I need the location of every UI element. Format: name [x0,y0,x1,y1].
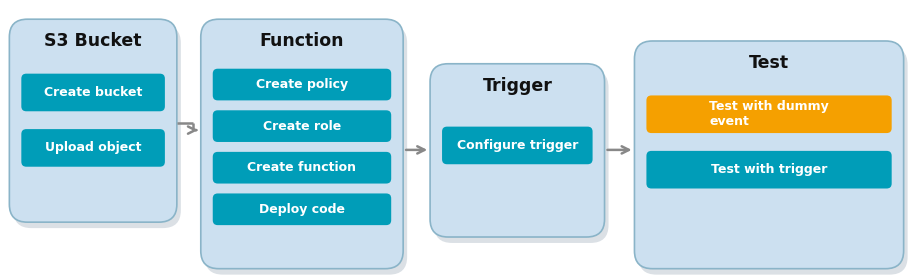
Text: Create bucket: Create bucket [44,86,143,99]
FancyBboxPatch shape [9,19,176,222]
Text: Trigger: Trigger [483,76,552,95]
FancyBboxPatch shape [634,41,904,269]
FancyBboxPatch shape [434,70,609,243]
FancyBboxPatch shape [205,25,407,275]
Text: Create role: Create role [263,120,341,133]
Text: Test with dummy
event: Test with dummy event [709,100,829,128]
Text: S3 Bucket: S3 Bucket [45,32,142,50]
FancyBboxPatch shape [213,110,391,142]
FancyBboxPatch shape [646,151,892,188]
Text: Deploy code: Deploy code [259,203,345,216]
Text: Upload object: Upload object [45,142,142,154]
FancyBboxPatch shape [21,74,165,111]
Text: Function: Function [260,32,345,50]
FancyBboxPatch shape [646,95,892,133]
Text: Configure trigger: Configure trigger [457,139,578,152]
FancyBboxPatch shape [442,126,592,164]
FancyBboxPatch shape [201,19,403,269]
Text: Create policy: Create policy [256,78,348,91]
FancyBboxPatch shape [213,152,391,183]
FancyBboxPatch shape [639,47,908,275]
Text: Test: Test [749,54,789,72]
Text: Create function: Create function [248,161,356,174]
FancyBboxPatch shape [213,69,391,100]
FancyBboxPatch shape [21,129,165,167]
FancyBboxPatch shape [430,64,604,237]
FancyBboxPatch shape [213,193,391,225]
Text: Test with trigger: Test with trigger [711,163,827,176]
FancyBboxPatch shape [14,25,181,228]
